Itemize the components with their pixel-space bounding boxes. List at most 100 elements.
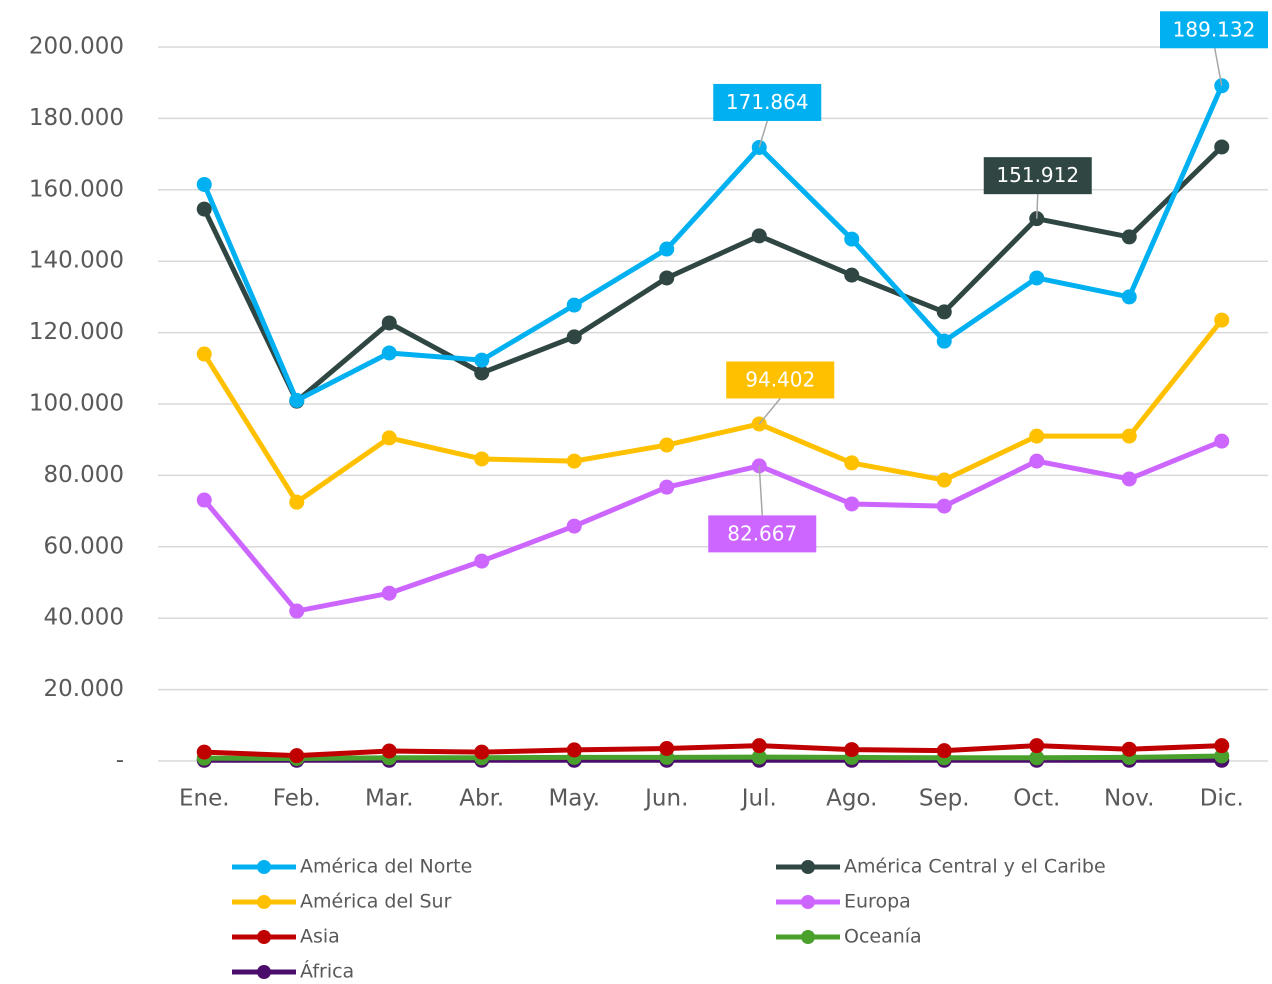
data-label: 189.132 <box>1173 17 1256 41</box>
x-tick-label: Abr. <box>459 786 504 812</box>
legend-label: África <box>300 960 354 983</box>
point <box>381 345 397 361</box>
point <box>659 270 675 286</box>
point <box>936 472 952 488</box>
x-tick-label: Feb. <box>273 786 321 812</box>
point <box>751 738 767 754</box>
legend-marker <box>257 895 271 909</box>
data-label: 82.667 <box>727 521 797 545</box>
point <box>751 749 767 765</box>
point <box>196 176 212 192</box>
point <box>474 352 490 368</box>
point <box>1121 741 1137 757</box>
x-tick-label: May. <box>548 786 600 812</box>
leader-line <box>1214 48 1223 86</box>
point <box>751 228 767 244</box>
series-line <box>204 753 1222 762</box>
legend-label: América Central y el Caribe <box>844 856 1106 878</box>
point <box>936 498 952 514</box>
point <box>196 744 212 760</box>
legend-marker <box>801 930 815 944</box>
point <box>1214 738 1230 754</box>
point <box>289 392 305 408</box>
x-tick-label: Dic. <box>1200 786 1244 812</box>
point <box>566 297 582 313</box>
point <box>936 333 952 349</box>
point <box>1029 738 1045 754</box>
y-tick-label: 120.000 <box>29 319 124 345</box>
leader-line <box>758 120 768 148</box>
leader-line <box>1036 194 1039 219</box>
point <box>659 241 675 257</box>
series-line <box>201 84 1225 403</box>
data-label-box <box>726 361 835 399</box>
point <box>1121 471 1137 487</box>
point <box>1121 428 1137 444</box>
point <box>659 437 675 453</box>
point <box>289 603 305 619</box>
y-tick-label: - <box>116 748 124 774</box>
leader-line <box>758 398 781 425</box>
point <box>196 492 212 508</box>
legend-marker <box>257 930 271 944</box>
point <box>659 741 675 757</box>
y-tick-label: 180.000 <box>29 105 124 131</box>
point <box>1214 312 1230 328</box>
point <box>1029 453 1045 469</box>
point <box>381 743 397 759</box>
point <box>844 496 860 512</box>
point <box>566 742 582 758</box>
point <box>474 451 490 467</box>
y-tick-label: 40.000 <box>44 605 124 631</box>
legend-label: América del Sur <box>300 891 452 913</box>
x-tick-label: Jun. <box>643 786 688 812</box>
y-tick-label: 60.000 <box>44 533 124 559</box>
point <box>196 346 212 362</box>
point <box>474 365 490 381</box>
data-label-box <box>1160 11 1268 49</box>
leader-line <box>758 465 763 516</box>
data-label: 171.864 <box>726 90 809 114</box>
point <box>1029 750 1045 766</box>
point <box>1214 748 1230 764</box>
point <box>474 744 490 760</box>
legend-marker <box>801 860 815 874</box>
legend-label: Europa <box>844 891 911 913</box>
series-line <box>201 145 1224 404</box>
point <box>936 743 952 759</box>
series-line <box>204 743 1222 759</box>
legend-marker <box>801 895 815 909</box>
x-tick-label: Sep. <box>919 786 970 812</box>
data-label: 94.402 <box>745 367 815 391</box>
data-label: 151.912 <box>996 163 1079 187</box>
point <box>566 453 582 469</box>
x-tick-label: Ago. <box>826 786 877 812</box>
legend-label: Asia <box>300 926 340 948</box>
point <box>566 518 582 534</box>
point <box>659 479 675 495</box>
y-tick-label: 80.000 <box>44 462 124 488</box>
y-tick-label: 200.000 <box>29 34 124 60</box>
series-line <box>202 318 1224 505</box>
point <box>1121 289 1137 305</box>
point <box>381 315 397 331</box>
point <box>381 430 397 446</box>
x-tick-label: Ene. <box>179 786 230 812</box>
point <box>936 304 952 320</box>
point <box>474 553 490 569</box>
series-line <box>202 438 1223 614</box>
x-tick-label: Nov. <box>1104 786 1154 812</box>
point <box>289 748 305 764</box>
y-tick-label: 140.000 <box>29 248 124 274</box>
point <box>196 201 212 217</box>
x-tick-label: Mar. <box>365 786 414 812</box>
point <box>381 585 397 601</box>
point <box>844 742 860 758</box>
point <box>844 455 860 471</box>
point <box>844 231 860 247</box>
point <box>289 494 305 510</box>
point <box>1029 428 1045 444</box>
legend-label: América del Norte <box>300 856 472 878</box>
point <box>566 329 582 345</box>
legend-label: Oceanía <box>844 926 922 948</box>
